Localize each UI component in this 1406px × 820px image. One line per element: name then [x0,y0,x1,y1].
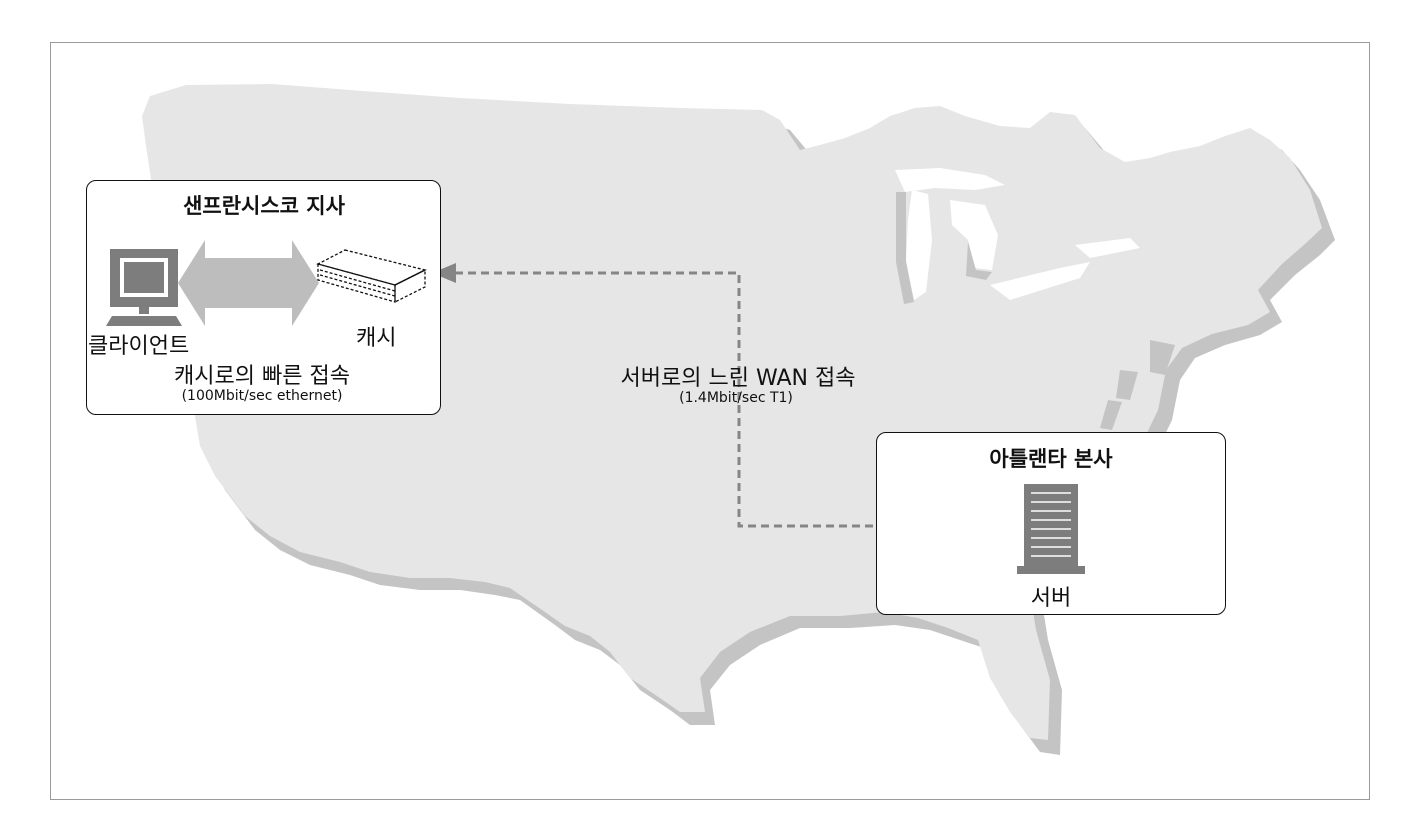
branch-office-title: 샌프란시스코 지사 [183,194,345,218]
lake-erie [990,262,1090,300]
lake-superior [895,168,1005,192]
cache-label: 캐시 [356,326,397,351]
server-label: 서버 [1030,586,1072,611]
arrowhead-left-icon [432,263,456,283]
wan-dashed-line [455,271,1000,528]
wan-link-detail: (1.4Mbit/sec T1) [679,390,793,406]
wan-link-label: 서버로의 느린 WAN 접속 [620,366,856,391]
headquarters-title: 아틀랜타 본사 [989,447,1113,471]
headquarters-box [876,432,1226,615]
client-label: 클라이언트 [88,334,190,359]
lake-huron [950,200,998,270]
fast-link-label: 캐시로의 빠른 접속 [174,364,350,389]
lake-michigan [906,190,932,300]
lake-ontario [1075,238,1140,258]
fast-link-detail: (100Mbit/sec ethernet) [181,388,343,404]
